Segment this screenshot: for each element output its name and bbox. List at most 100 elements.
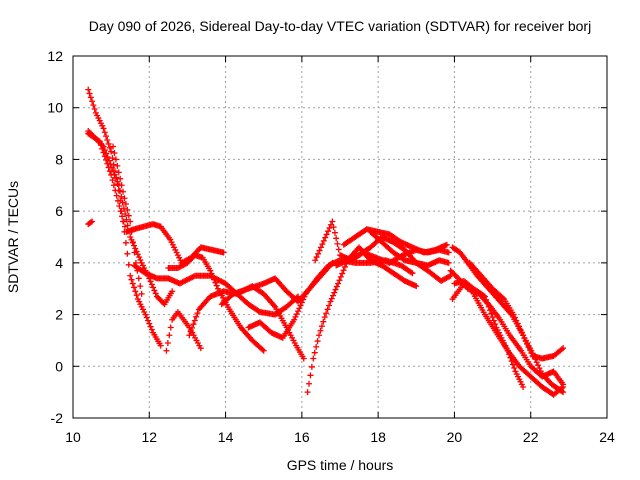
data-point xyxy=(117,208,124,215)
data-point xyxy=(132,288,139,295)
data-point xyxy=(89,218,96,225)
data-point xyxy=(124,206,131,213)
data-point xyxy=(148,326,155,333)
data-point xyxy=(490,317,497,324)
data-point xyxy=(157,342,164,349)
data-point xyxy=(489,314,496,321)
data-point xyxy=(331,229,338,236)
data-point xyxy=(197,345,204,352)
data-point xyxy=(91,106,98,113)
data-point xyxy=(333,235,340,242)
data-point xyxy=(109,155,116,162)
data-point xyxy=(125,212,132,219)
data-point xyxy=(129,280,136,287)
data-point xyxy=(148,281,155,288)
x-tick-label: 16 xyxy=(294,429,310,445)
series-track-6 xyxy=(157,223,227,266)
data-point xyxy=(297,302,304,309)
data-point xyxy=(560,345,567,352)
data-point xyxy=(499,294,506,301)
data-point xyxy=(298,299,305,306)
data-point xyxy=(113,192,120,199)
data-point xyxy=(135,275,142,282)
data-point xyxy=(115,169,122,176)
x-tick-label: 14 xyxy=(218,429,234,445)
data-point xyxy=(313,254,320,261)
data-point xyxy=(116,202,123,209)
series-track-17 xyxy=(367,228,452,269)
series-track-23 xyxy=(449,280,467,303)
data-point xyxy=(326,302,333,309)
data-point xyxy=(119,213,126,220)
data-point xyxy=(325,228,332,235)
data-point xyxy=(300,355,307,362)
data-point xyxy=(316,247,323,254)
data-point xyxy=(315,250,322,257)
y-tick-label: 10 xyxy=(47,100,63,116)
data-point xyxy=(300,296,307,303)
data-point xyxy=(121,195,128,202)
data-point xyxy=(114,178,121,185)
data-point xyxy=(122,211,129,218)
y-tick-label: -2 xyxy=(51,410,64,426)
y-tick-label: 6 xyxy=(55,203,63,219)
data-point xyxy=(323,310,330,317)
data-point xyxy=(255,308,262,315)
data-point xyxy=(137,283,144,290)
data-point xyxy=(335,246,342,253)
series-track-5 xyxy=(85,218,96,228)
data-point xyxy=(484,300,491,307)
y-tick-label: 8 xyxy=(55,151,63,167)
data-point xyxy=(137,256,144,263)
data-point xyxy=(131,242,138,249)
data-point xyxy=(320,318,327,325)
data-point xyxy=(114,197,121,204)
data-point xyxy=(296,305,303,312)
data-point xyxy=(85,86,92,93)
data-point xyxy=(108,164,115,171)
data-point xyxy=(480,292,487,299)
data-point xyxy=(123,216,130,223)
y-tick-label: 4 xyxy=(55,255,63,271)
data-point xyxy=(134,251,141,258)
data-point xyxy=(334,240,341,247)
data-point xyxy=(293,310,300,317)
data-point xyxy=(328,295,335,302)
data-point xyxy=(558,388,565,395)
data-point xyxy=(106,157,113,164)
series-track-1 xyxy=(85,86,164,349)
data-point xyxy=(147,278,154,285)
chart-title: Day 090 of 2026, Sidereal Day-to-day VTE… xyxy=(89,18,591,34)
x-tick-labels: 10 12 14 16 18 20 22 24 xyxy=(65,429,615,445)
data-point xyxy=(119,199,126,206)
data-point xyxy=(117,175,124,182)
data-point xyxy=(336,277,343,284)
x-tick-label: 24 xyxy=(599,429,615,445)
x-tick-label: 20 xyxy=(447,429,463,445)
series-track-8 xyxy=(165,252,267,354)
data-point xyxy=(337,273,344,280)
data-point xyxy=(208,270,215,277)
data-point xyxy=(304,389,311,396)
data-point xyxy=(317,327,324,334)
data-point xyxy=(90,102,97,109)
data-point xyxy=(307,372,314,379)
data-point xyxy=(143,314,150,321)
data-point xyxy=(322,234,329,241)
series-track-4 xyxy=(110,143,145,297)
x-tick-label: 22 xyxy=(523,429,539,445)
data-point xyxy=(151,287,158,294)
data-point xyxy=(166,332,173,339)
data-point xyxy=(511,365,518,372)
y-tick-labels: -2 0 2 4 6 8 10 12 xyxy=(47,48,63,426)
series-track-21 xyxy=(466,259,567,396)
data-point xyxy=(488,310,495,317)
data-point xyxy=(101,129,108,136)
data-point xyxy=(193,313,200,320)
data-point xyxy=(118,182,125,189)
data-point xyxy=(100,125,107,132)
data-point xyxy=(120,205,127,212)
data-point xyxy=(485,303,492,310)
data-point xyxy=(86,90,93,97)
data-point xyxy=(331,289,338,296)
